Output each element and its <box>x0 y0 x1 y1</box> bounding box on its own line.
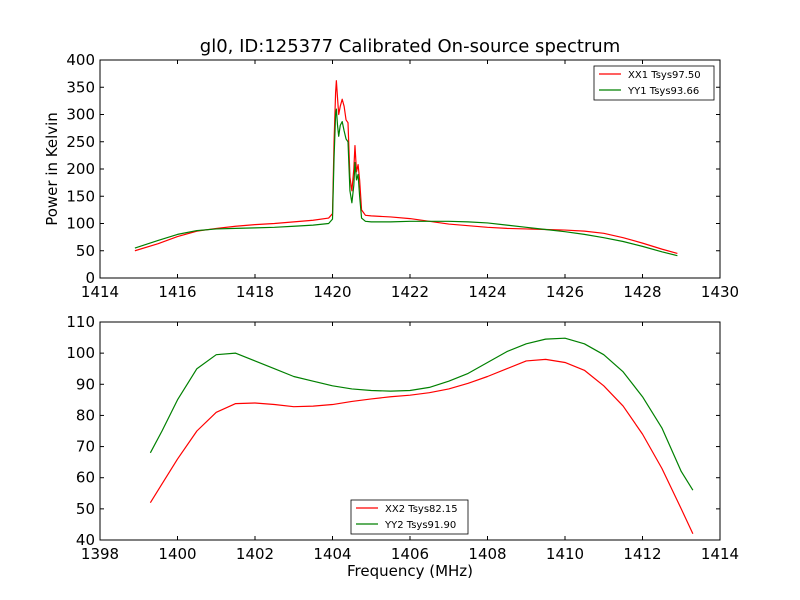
top-x-tick-label: 1416 <box>158 283 196 301</box>
bottom-legend-box <box>350 499 469 535</box>
bottom-y-tick-label: 80 <box>76 406 95 424</box>
top-chart: gl0, ID:125377 Calibrated On-source spec… <box>43 36 739 301</box>
top-series-line-xx1 <box>134 80 678 255</box>
top-y-tick-label: 300 <box>66 106 95 124</box>
top-x-tick-label: 1428 <box>623 283 661 301</box>
bottom-y-tick-label: 50 <box>76 500 95 518</box>
top-x-tick-label: 1420 <box>313 283 351 301</box>
bottom-y-tick-label: 110 <box>66 313 95 331</box>
top-chart-y-axis-label: Power in Kelvin <box>43 112 61 226</box>
bottom-chart-ticks: 1398 1400 1402 1404 1406 1408 1410 1412 1414 40 50… <box>66 313 739 563</box>
bottom-x-tick-label: 1404 <box>313 545 351 563</box>
bottom-y-tick-label: 60 <box>76 469 95 487</box>
top-series-line-yy1 <box>134 108 678 257</box>
top-y-tick-label: 50 <box>76 242 95 260</box>
bottom-x-tick-label: 1408 <box>468 545 506 563</box>
bottom-x-tick-label: 1410 <box>546 545 584 563</box>
bottom-chart-x-axis-label: Frequency (MHz) <box>347 562 473 580</box>
top-x-tick-label: 1418 <box>236 283 274 301</box>
top-y-tick-label: 0 <box>85 269 95 287</box>
bottom-chart: Frequency (MHz) 1398 1400 1402 1404 1406 1408… <box>66 313 739 580</box>
top-x-tick-label: 1430 <box>701 283 739 301</box>
top-chart-plot-frame <box>99 59 721 279</box>
bottom-x-tick-label: 1406 <box>391 545 429 563</box>
top-x-tick-label: 1422 <box>391 283 429 301</box>
top-chart-lines <box>134 80 678 257</box>
bottom-chart-plot-frame <box>99 321 721 541</box>
bottom-x-tick-label: 1414 <box>701 545 739 563</box>
bottom-y-tick-label: 70 <box>76 438 95 456</box>
top-chart-legend: XX1 Tsys97.50 YY1 Tsys93.66 <box>593 65 715 101</box>
bottom-x-tick-label: 1402 <box>236 545 274 563</box>
top-chart-title: gl0, ID:125377 Calibrated On-source spec… <box>200 36 620 57</box>
top-y-tick-label: 100 <box>66 215 95 233</box>
top-x-tick-label: 1424 <box>468 283 506 301</box>
bottom-x-tick-label: 1398 <box>81 545 119 563</box>
top-y-tick-label: 200 <box>66 160 95 178</box>
top-legend-label-xx1: XX1 Tsys97.50 <box>628 70 701 81</box>
bottom-chart-legend: XX2 Tsys82.15 YY2 Tsys91.90 <box>350 499 469 535</box>
bottom-legend-label-yy2: YY2 Tsys91.90 <box>384 520 456 531</box>
top-x-tick-label: 1426 <box>546 283 584 301</box>
top-y-tick-label: 250 <box>66 133 95 151</box>
bottom-legend-label-xx2: XX2 Tsys82.15 <box>385 504 458 515</box>
bottom-series-line-xx2 <box>149 358 694 535</box>
top-x-tick-label: 1414 <box>81 283 119 301</box>
top-legend-label-yy1: YY1 Tsys93.66 <box>627 86 699 97</box>
bottom-chart-lines <box>149 337 694 535</box>
bottom-y-tick-label: 100 <box>66 344 95 362</box>
top-legend-box <box>593 65 715 101</box>
top-y-tick-label: 150 <box>66 187 95 205</box>
bottom-y-tick-label: 40 <box>76 531 95 549</box>
bottom-series-line-yy2 <box>149 337 694 491</box>
top-y-tick-label: 400 <box>66 51 95 69</box>
bottom-y-tick-label: 90 <box>76 375 95 393</box>
top-chart-ticks: 1414 1416 1418 1420 1422 1424 1426 1428 1430 0 50 1… <box>66 51 739 301</box>
bottom-x-tick-label: 1412 <box>623 545 661 563</box>
bottom-x-tick-label: 1400 <box>158 545 196 563</box>
top-y-tick-label: 350 <box>66 78 95 96</box>
